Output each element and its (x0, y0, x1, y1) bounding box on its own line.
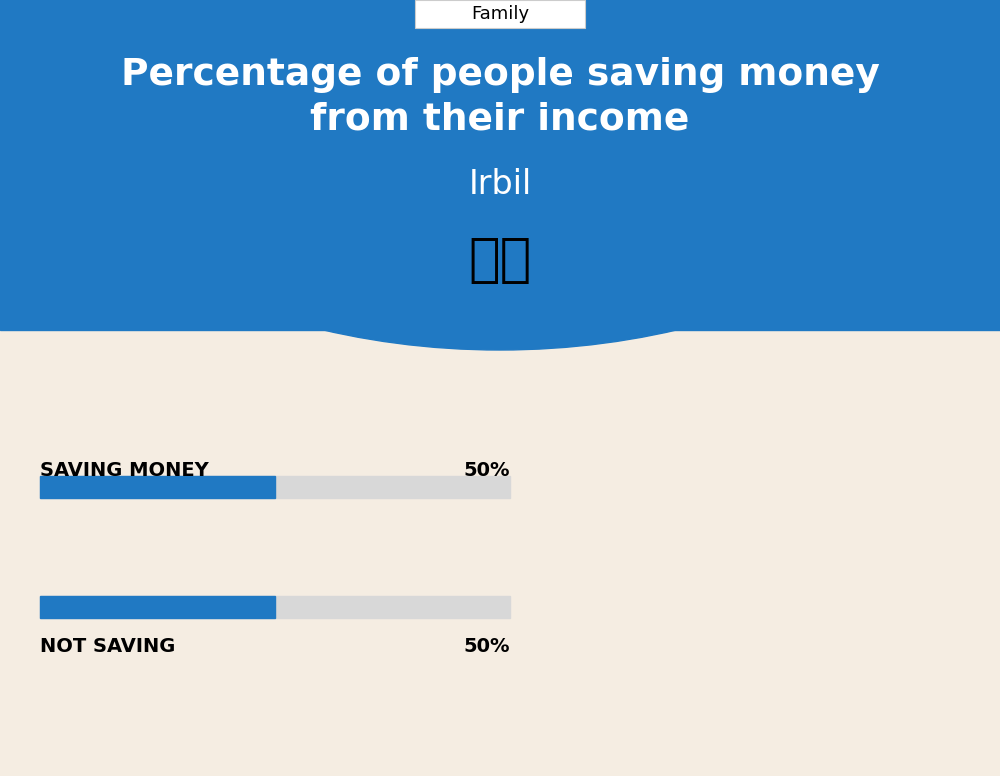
Text: 🇮🇶: 🇮🇶 (468, 234, 532, 286)
Bar (40, 476, 275, 498)
Text: Family: Family (471, 5, 529, 23)
Text: from their income: from their income (310, 102, 690, 138)
Bar (40, 596, 510, 618)
Text: NOT SAVING: NOT SAVING (40, 636, 175, 656)
FancyBboxPatch shape (415, 0, 585, 28)
Bar (40, 476, 510, 498)
Text: 50%: 50% (464, 636, 510, 656)
Text: SAVING MONEY: SAVING MONEY (40, 460, 209, 480)
Ellipse shape (0, 0, 1000, 350)
Bar (40, 596, 275, 618)
Text: Irbil: Irbil (468, 168, 532, 202)
Bar (0, 0, 1000, 330)
Text: Percentage of people saving money: Percentage of people saving money (121, 57, 879, 93)
Text: 50%: 50% (464, 460, 510, 480)
